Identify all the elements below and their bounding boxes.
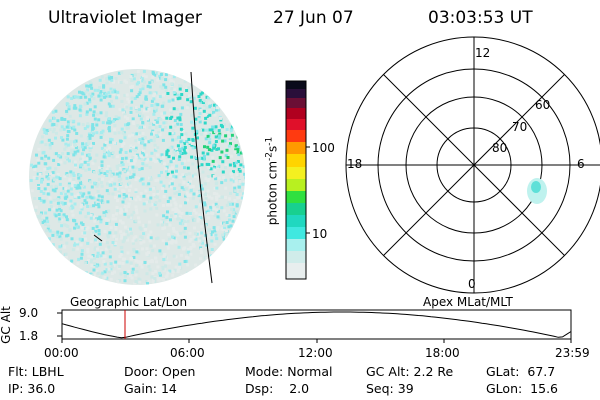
orbit-y-label: GC Alt	[0, 306, 13, 344]
footer-ip: IP: 36.0	[8, 381, 55, 396]
orbit-xtick-1200: 12:00	[298, 346, 333, 360]
mlt-label-12: 12	[475, 46, 491, 60]
footer-door-value: Open	[162, 364, 196, 379]
polar-plot	[345, 36, 600, 294]
footer-mode-label: Mode:	[245, 364, 284, 379]
footer-glon: GLon: 15.6	[486, 381, 558, 396]
footer-door-label: Door:	[124, 364, 159, 379]
footer-seq-label: Seq:	[366, 381, 394, 396]
colorbar-label-s: s	[265, 145, 280, 152]
mlat-label-60: 60	[535, 98, 551, 112]
footer-gc-alt-value: 2.2 Re	[413, 364, 454, 379]
terminator-line	[190, 71, 213, 284]
mlat-label-70: 70	[512, 120, 528, 134]
footer-gain-label: Gain:	[124, 381, 157, 396]
colorbar-label-exp1: -2	[264, 151, 275, 161]
footer-glat: GLat: 67.7	[486, 364, 555, 379]
marker-tick	[93, 234, 103, 242]
orbit-ytick-1-8: 1.8	[19, 329, 39, 343]
footer-flt: Flt: LBHL	[8, 364, 64, 379]
footer-seq: Seq: 39	[366, 381, 414, 396]
colorbar-label-exp2: -1	[264, 136, 275, 146]
orbit-ytick-9: 9.0	[19, 306, 39, 320]
orbit-xtick-1800: 18:00	[425, 346, 460, 360]
colorbar-tick-100: 100	[312, 141, 335, 155]
mlat-label-80: 80	[492, 141, 508, 155]
footer-flt-value: LBHL	[31, 364, 64, 379]
date-label: 27 Jun 07	[273, 8, 354, 28]
mlt-label-18: 18	[347, 157, 363, 171]
footer-dsp: Dsp: 2.0	[245, 381, 309, 396]
footer-ip-label: IP:	[8, 381, 24, 396]
orbit-right-title: Apex MLat/MLT	[423, 295, 513, 309]
orbit-xtick-0600: 06:00	[170, 346, 205, 360]
footer-mode: Mode: Normal	[245, 364, 333, 379]
orbit-xtick-0000: 00:00	[44, 346, 79, 360]
footer-gain: Gain: 14	[124, 381, 177, 396]
colorbar-label: photon cm-2s-1	[265, 137, 280, 226]
footer-glon-value: 15.6	[530, 381, 559, 396]
footer-door: Door: Open	[124, 364, 195, 379]
footer-glat-value: 67.7	[527, 364, 556, 379]
time-label: 03:03:53 UT	[428, 8, 533, 28]
footer-gc-alt: GC Alt: 2.2 Re	[366, 364, 453, 379]
mlt-label-6: 6	[577, 157, 585, 171]
orbit-left-title: Geographic Lat/Lon	[70, 295, 188, 309]
imager-disk	[29, 69, 245, 285]
footer-dsp-value: 2.0	[289, 381, 310, 396]
footer-gc-alt-label: GC Alt:	[366, 364, 410, 379]
footer-dsp-label: Dsp:	[245, 381, 274, 396]
orbit-xtick-2359: 23:59	[555, 346, 590, 360]
footer-glat-label: GLat:	[486, 364, 520, 379]
colorbar	[285, 80, 310, 280]
footer-gain-value: 14	[160, 381, 177, 396]
footer-seq-value: 39	[397, 381, 414, 396]
mlt-label-0: 0	[468, 277, 476, 291]
orbit-plot	[57, 309, 572, 343]
app-title: Ultraviolet Imager	[48, 8, 202, 28]
orbit-altitude-curve	[61, 311, 572, 339]
polar-aurora-spot	[527, 178, 547, 204]
footer-glon-label: GLon:	[486, 381, 523, 396]
footer-ip-value: 36.0	[27, 381, 56, 396]
footer-mode-value: Normal	[287, 364, 333, 379]
colorbar-label-base: photon cm	[265, 160, 280, 226]
footer-flt-label: Flt:	[8, 364, 28, 379]
colorbar-tick-10: 10	[312, 227, 328, 241]
